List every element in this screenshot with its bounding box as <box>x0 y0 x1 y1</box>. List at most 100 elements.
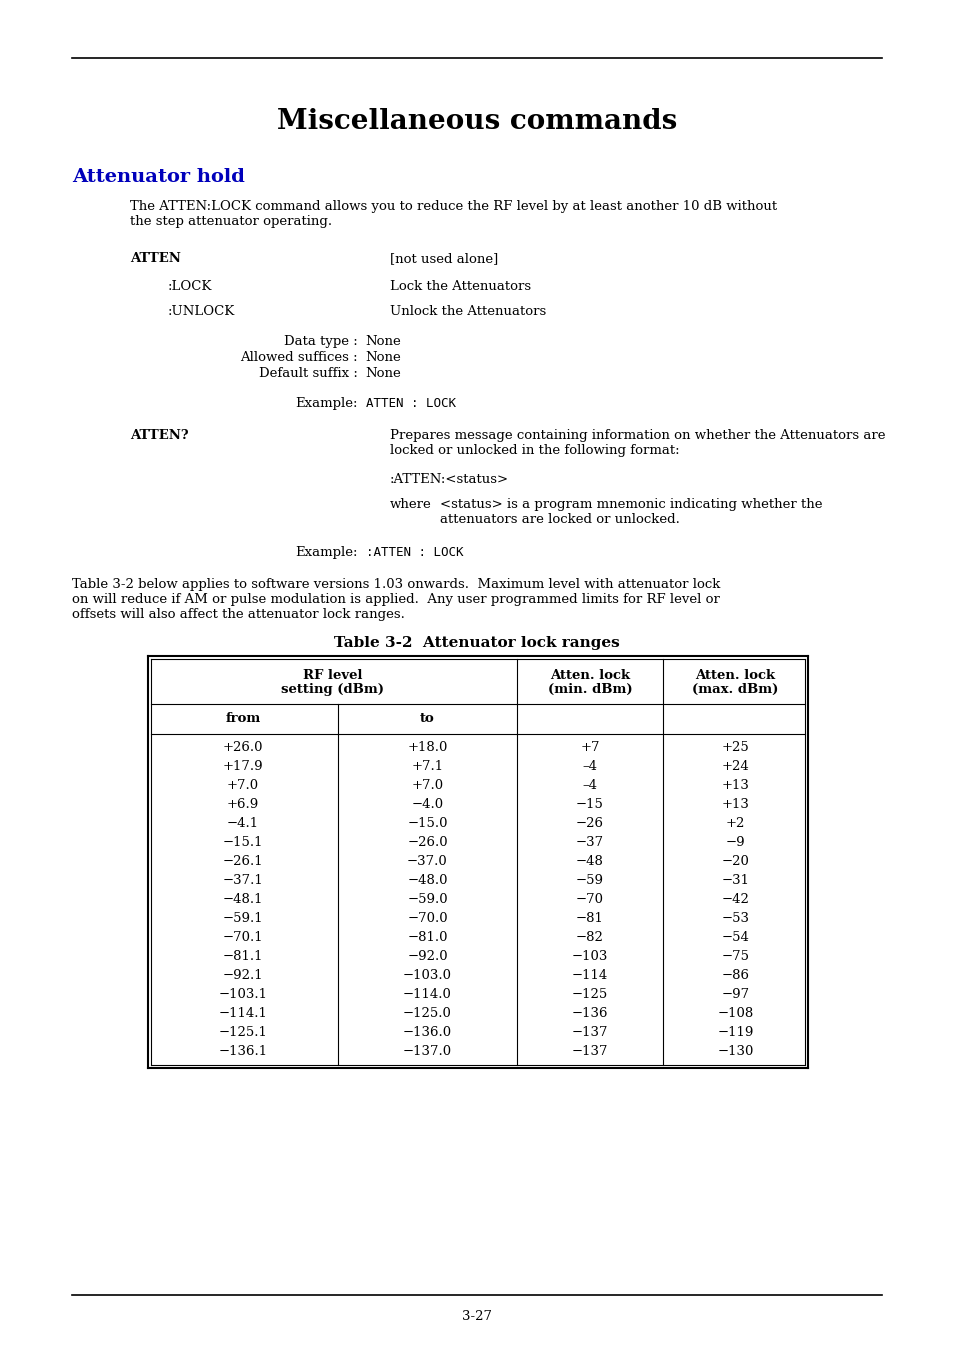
Text: ATTEN: ATTEN <box>130 253 181 265</box>
Text: 3-27: 3-27 <box>461 1310 492 1323</box>
Text: Table 3-2 below applies to software versions 1.03 onwards.  Maximum level with a: Table 3-2 below applies to software vers… <box>71 578 720 590</box>
Text: −59: −59 <box>576 874 603 888</box>
Text: −86: −86 <box>720 969 749 982</box>
Text: −20: −20 <box>720 855 749 867</box>
Text: −136.0: −136.0 <box>402 1025 452 1039</box>
Text: Default suffix :: Default suffix : <box>259 367 357 380</box>
Text: :ATTEN : LOCK: :ATTEN : LOCK <box>366 546 463 559</box>
Text: +13: +13 <box>720 780 749 792</box>
Text: −130: −130 <box>717 1046 753 1058</box>
Text: :UNLOCK: :UNLOCK <box>168 305 235 317</box>
Text: −59.0: −59.0 <box>407 893 447 907</box>
Text: (max. dBm): (max. dBm) <box>692 684 778 696</box>
Text: ATTEN?: ATTEN? <box>130 430 189 442</box>
Text: −114: −114 <box>571 969 607 982</box>
Text: +25: +25 <box>720 740 749 754</box>
Text: +2: +2 <box>725 817 744 830</box>
Text: +26.0: +26.0 <box>222 740 263 754</box>
Text: :ATTEN:<status>: :ATTEN:<status> <box>390 473 509 486</box>
Text: −4.1: −4.1 <box>227 817 259 830</box>
Text: −54: −54 <box>720 931 749 944</box>
Text: None: None <box>365 367 400 380</box>
Text: −75: −75 <box>720 950 749 963</box>
Text: −70: −70 <box>576 893 603 907</box>
Text: Example:: Example: <box>295 397 357 409</box>
Text: Attenuator hold: Attenuator hold <box>71 168 245 186</box>
Text: setting (dBm): setting (dBm) <box>281 684 384 696</box>
Text: −103.0: −103.0 <box>402 969 452 982</box>
Text: Miscellaneous commands: Miscellaneous commands <box>276 108 677 135</box>
Text: −42: −42 <box>720 893 749 907</box>
Text: Table 3-2  Attenuator lock ranges: Table 3-2 Attenuator lock ranges <box>334 636 619 650</box>
Text: −48.0: −48.0 <box>407 874 447 888</box>
Text: [not used alone]: [not used alone] <box>390 253 497 265</box>
Text: −114.0: −114.0 <box>402 988 452 1001</box>
Text: −108: −108 <box>717 1006 753 1020</box>
Text: attenuators are locked or unlocked.: attenuators are locked or unlocked. <box>439 513 679 526</box>
Text: :LOCK: :LOCK <box>168 280 213 293</box>
Text: −81.0: −81.0 <box>407 931 447 944</box>
Text: −15.1: −15.1 <box>222 836 263 848</box>
Text: +7.0: +7.0 <box>411 780 443 792</box>
Text: −53: −53 <box>720 912 749 925</box>
Text: −81: −81 <box>576 912 603 925</box>
Text: –4: –4 <box>582 780 597 792</box>
Text: +7.0: +7.0 <box>227 780 259 792</box>
Text: –4: –4 <box>582 761 597 773</box>
Text: −15.0: −15.0 <box>407 817 447 830</box>
Text: −103.1: −103.1 <box>218 988 267 1001</box>
Text: None: None <box>365 335 400 349</box>
Text: −48: −48 <box>576 855 603 867</box>
Text: −137: −137 <box>571 1046 608 1058</box>
Text: −59.1: −59.1 <box>222 912 263 925</box>
Text: −37.0: −37.0 <box>407 855 447 867</box>
Text: +18.0: +18.0 <box>407 740 447 754</box>
Text: +17.9: +17.9 <box>222 761 263 773</box>
Text: −114.1: −114.1 <box>218 1006 267 1020</box>
Text: Data type :: Data type : <box>284 335 357 349</box>
Text: offsets will also affect the attenuator lock ranges.: offsets will also affect the attenuator … <box>71 608 404 621</box>
Text: −26: −26 <box>576 817 603 830</box>
Text: −137.0: −137.0 <box>402 1046 452 1058</box>
Text: RF level: RF level <box>302 669 362 682</box>
Text: −70.1: −70.1 <box>222 931 263 944</box>
Text: −48.1: −48.1 <box>222 893 263 907</box>
Text: −125.1: −125.1 <box>218 1025 267 1039</box>
Text: locked or unlocked in the following format:: locked or unlocked in the following form… <box>390 444 679 457</box>
Text: Atten. lock: Atten. lock <box>695 669 775 682</box>
Text: −15: −15 <box>576 798 603 811</box>
Text: −92.1: −92.1 <box>222 969 263 982</box>
Text: −37.1: −37.1 <box>222 874 263 888</box>
Text: −92.0: −92.0 <box>407 950 447 963</box>
Text: −4.0: −4.0 <box>411 798 443 811</box>
Text: The ATTEN:LOCK command allows you to reduce the RF level by at least another 10 : The ATTEN:LOCK command allows you to red… <box>130 200 777 213</box>
Text: Atten. lock: Atten. lock <box>549 669 629 682</box>
Text: −81.1: −81.1 <box>222 950 263 963</box>
Text: −137: −137 <box>571 1025 608 1039</box>
Text: where: where <box>390 499 432 511</box>
Text: −136: −136 <box>571 1006 608 1020</box>
Text: −136.1: −136.1 <box>218 1046 267 1058</box>
Text: Example:: Example: <box>295 546 357 559</box>
Text: +6.9: +6.9 <box>227 798 259 811</box>
Text: to: to <box>419 712 435 725</box>
Text: +7.1: +7.1 <box>411 761 443 773</box>
Text: <status> is a program mnemonic indicating whether the: <status> is a program mnemonic indicatin… <box>439 499 821 511</box>
Text: −70.0: −70.0 <box>407 912 447 925</box>
Text: the step attenuator operating.: the step attenuator operating. <box>130 215 332 228</box>
Text: −119: −119 <box>717 1025 753 1039</box>
Text: Prepares message containing information on whether the Attenuators are: Prepares message containing information … <box>390 430 884 442</box>
Text: −125.0: −125.0 <box>402 1006 452 1020</box>
Text: ATTEN : LOCK: ATTEN : LOCK <box>366 397 456 409</box>
Text: Unlock the Attenuators: Unlock the Attenuators <box>390 305 546 317</box>
Text: −9: −9 <box>725 836 744 848</box>
Text: None: None <box>365 351 400 363</box>
Text: −26.0: −26.0 <box>407 836 447 848</box>
Text: −31: −31 <box>720 874 749 888</box>
Text: −103: −103 <box>571 950 608 963</box>
Text: −97: −97 <box>720 988 749 1001</box>
Text: (min. dBm): (min. dBm) <box>547 684 632 696</box>
Text: +13: +13 <box>720 798 749 811</box>
Text: +24: +24 <box>720 761 749 773</box>
Text: Allowed suffices :: Allowed suffices : <box>240 351 357 363</box>
